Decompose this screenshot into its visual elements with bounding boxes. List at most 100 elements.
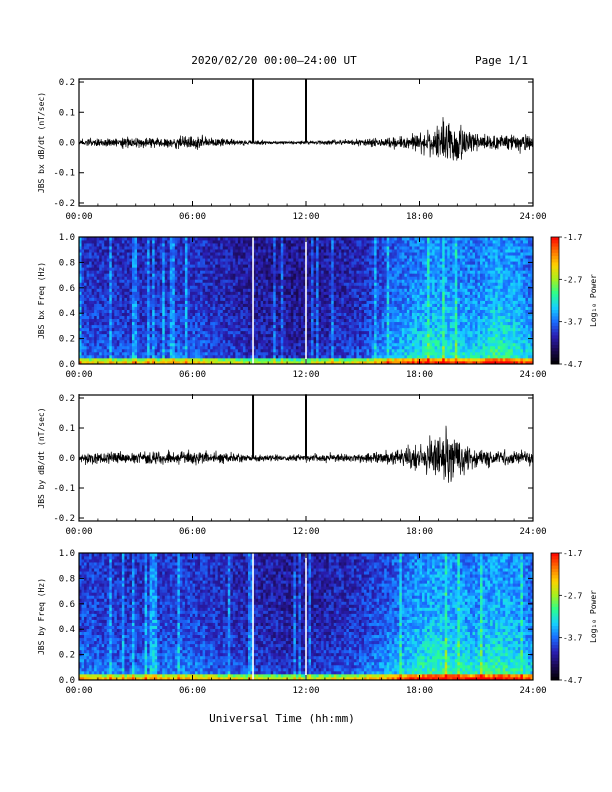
- spectrogram-cell: [351, 348, 355, 353]
- spectrogram-cell: [144, 291, 148, 295]
- spectrogram-cell: [220, 318, 224, 323]
- spectrogram-cell: [343, 261, 347, 265]
- spectrogram-cell: [290, 303, 294, 307]
- spectrogram-cell: [207, 327, 211, 332]
- spectrogram-cell: [184, 279, 188, 283]
- spectrogram-cell: [353, 333, 357, 338]
- spectrogram-cell: [104, 270, 108, 274]
- spectrogram-cell: [353, 351, 357, 356]
- spectrogram-cell: [285, 258, 289, 262]
- spectrogram-cell: [222, 270, 226, 274]
- spectrogram-cell: [212, 348, 216, 353]
- spectrogram-cell: [351, 324, 355, 329]
- spectrogram-cell: [131, 291, 135, 295]
- spectrogram-cell: [177, 360, 181, 365]
- spectrogram-cell: [293, 252, 297, 256]
- spectrogram-cell: [225, 330, 229, 335]
- spectrogram-cell: [106, 273, 110, 277]
- spectrogram-cell: [109, 261, 113, 265]
- spectrogram-cell: [285, 321, 289, 326]
- spectrogram-cell: [255, 327, 259, 332]
- spectrogram-cell: [300, 300, 304, 304]
- spectrogram-cell: [311, 264, 314, 268]
- spectrogram-cell: [81, 339, 85, 344]
- spectrogram-cell: [245, 330, 249, 335]
- spectrogram-cell: [328, 348, 332, 353]
- spectrogram-cell: [308, 285, 312, 289]
- spectrogram-cell: [298, 267, 302, 271]
- spectrogram-cell: [217, 336, 221, 341]
- spectrogram-cell: [159, 273, 163, 277]
- spectrogram-cell: [104, 312, 108, 317]
- spectrogram-cell: [116, 360, 120, 365]
- spectrogram-cell: [154, 258, 158, 262]
- spectrogram-cell: [101, 327, 105, 332]
- spectrogram-cell: [235, 300, 239, 304]
- spectrogram-cell: [361, 357, 365, 362]
- spectrogram-cell: [96, 279, 100, 283]
- spectrogram-cell: [369, 240, 372, 244]
- spectrogram-cell: [265, 348, 269, 353]
- spectrogram-cell: [101, 360, 105, 365]
- spectrogram-cell: [189, 312, 193, 317]
- spectrogram-cell: [270, 261, 274, 265]
- spectrogram-cell: [154, 336, 158, 341]
- spectrogram-cell: [326, 285, 330, 289]
- spectrogram-cell: [313, 321, 317, 326]
- spectrogram-cell: [338, 300, 342, 304]
- spectrogram-cell: [137, 297, 140, 301]
- spectrogram-cell: [106, 294, 110, 298]
- spectrogram-cell: [200, 309, 203, 313]
- spectrogram-cell: [144, 294, 148, 298]
- spectrogram-cell: [91, 249, 95, 253]
- spectrogram-cell: [306, 249, 309, 253]
- spectrogram-cell: [255, 285, 259, 289]
- spectrogram-cell: [111, 297, 115, 301]
- spectrogram-cell: [86, 342, 90, 347]
- spectrogram-cell: [147, 294, 151, 298]
- spectrogram-cell: [207, 339, 211, 344]
- spectrogram-cell: [258, 330, 261, 335]
- spectrogram-cell: [250, 288, 254, 292]
- spectrogram-cell: [245, 354, 249, 359]
- spectrogram-cell: [356, 351, 360, 356]
- x-tick-label: 18:00: [406, 212, 433, 222]
- spectrogram-cell: [121, 354, 125, 359]
- spectrogram-cell: [89, 303, 93, 307]
- spectrogram-cell: [212, 288, 216, 292]
- spectrogram-cell: [134, 273, 138, 277]
- spectrogram-cell: [283, 279, 287, 283]
- spectrogram-cell: [280, 348, 284, 353]
- spectrogram-cell: [167, 279, 171, 283]
- spectrogram-cell: [149, 237, 153, 241]
- spectrogram-cell: [303, 279, 307, 283]
- spectrogram-cell: [154, 324, 158, 329]
- spectrogram-cell: [346, 333, 350, 338]
- spectrogram-cell: [242, 357, 246, 362]
- spectrogram-cell: [139, 321, 143, 326]
- spectrogram-cell: [341, 246, 345, 250]
- spectrogram-cell: [341, 360, 345, 365]
- spectrogram-cell: [215, 315, 219, 320]
- spectrogram-cell: [275, 288, 279, 292]
- spectrogram-cell: [152, 360, 156, 365]
- spectrogram-cell: [328, 297, 332, 301]
- spectrogram-cell: [177, 261, 181, 265]
- spectrogram-cell: [285, 354, 289, 359]
- spectrogram-cell: [217, 276, 221, 280]
- spectrogram-cell: [311, 270, 314, 274]
- spectrogram-cell: [84, 303, 87, 307]
- spectrogram-cell: [268, 258, 272, 262]
- spectrogram-cell: [202, 282, 206, 286]
- spectrogram-cell: [260, 360, 264, 365]
- spectrogram-cell: [195, 270, 198, 274]
- spectrogram-cell: [137, 318, 140, 323]
- spectrogram-cell: [164, 282, 168, 286]
- spectrogram-cell: [348, 354, 352, 359]
- spectrogram-cell: [202, 291, 206, 295]
- spectrogram-cell: [86, 315, 90, 320]
- spectrogram-cell: [288, 330, 292, 335]
- spectrogram-cell: [250, 327, 254, 332]
- spectrogram-cell: [154, 273, 158, 277]
- spectrogram-cell: [189, 267, 193, 271]
